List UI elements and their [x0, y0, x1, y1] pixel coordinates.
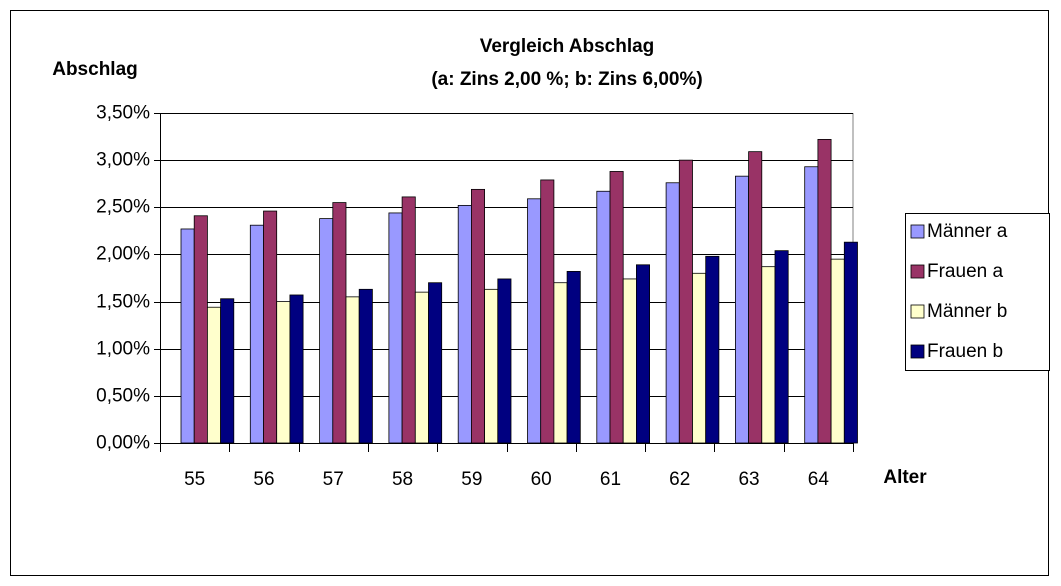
bar [470, 188, 485, 444]
bar [817, 138, 832, 444]
x-tick-label: 59 [461, 469, 482, 490]
y-tick-label: 3,50% [96, 103, 150, 124]
bar [678, 159, 693, 444]
bar [428, 282, 443, 444]
chart-subtitle: (a: Zins 2,00 %; b: Zins 6,00%) [431, 69, 702, 90]
y-tick-label: 1,00% [96, 339, 150, 360]
legend-label: Frauen a [927, 261, 1003, 282]
bar [622, 278, 637, 444]
bar [748, 151, 763, 444]
chart-title: Vergleich Abschlag [480, 36, 655, 57]
bar [332, 202, 347, 444]
x-tick-label: 64 [808, 469, 830, 490]
bar [457, 204, 472, 444]
x-tick-label: 58 [392, 469, 413, 490]
bar [540, 179, 555, 444]
bar [553, 282, 568, 444]
x-axis-label: Alter [883, 467, 927, 488]
bar [527, 198, 542, 444]
x-tick-label: 61 [600, 469, 621, 490]
bar [596, 190, 611, 444]
bar [206, 306, 221, 444]
bar [497, 278, 512, 444]
y-tick-label: 0,50% [96, 386, 150, 407]
bar [843, 241, 858, 444]
bar [705, 255, 720, 444]
legend-swatch [910, 224, 925, 239]
x-tick-label: 56 [253, 469, 274, 490]
bar [249, 224, 264, 444]
legend-label: Männer a [927, 221, 1008, 242]
legend-swatch [910, 264, 925, 279]
bar [830, 258, 845, 444]
bar [401, 196, 416, 444]
x-tick-label: 57 [323, 469, 344, 490]
x-tick-label: 62 [669, 469, 690, 490]
bar [735, 175, 750, 444]
bar [609, 171, 624, 444]
legend-swatch [910, 304, 925, 319]
y-tick-label: 1,50% [96, 292, 150, 313]
y-tick-label: 2,00% [96, 244, 150, 265]
bar [263, 210, 278, 444]
bar [319, 218, 334, 444]
bar [289, 294, 304, 444]
x-tick-label: 63 [738, 469, 759, 490]
legend-box [905, 213, 1050, 371]
bar [414, 291, 429, 444]
bar [193, 215, 208, 444]
bar [388, 212, 403, 444]
bar [345, 296, 360, 444]
bar [692, 272, 707, 444]
bar [566, 270, 581, 444]
y-tick-label: 2,50% [96, 197, 150, 218]
legend-label: Männer b [927, 301, 1007, 322]
bar [484, 288, 499, 444]
bar [665, 182, 680, 444]
legend-label: Frauen b [927, 341, 1003, 362]
bar [276, 301, 291, 444]
bar [636, 264, 651, 444]
x-tick-label: 55 [184, 469, 205, 490]
legend-swatch [910, 344, 925, 359]
y-axis-label: Abschlag [52, 59, 138, 80]
bar [774, 250, 789, 444]
bar [358, 288, 373, 444]
y-tick-label: 0,00% [96, 433, 150, 454]
bar [761, 266, 776, 444]
bar [804, 166, 819, 444]
y-tick-label: 3,00% [96, 150, 150, 171]
bar [180, 228, 195, 444]
x-tick-label: 60 [531, 469, 552, 490]
bar [220, 298, 235, 444]
